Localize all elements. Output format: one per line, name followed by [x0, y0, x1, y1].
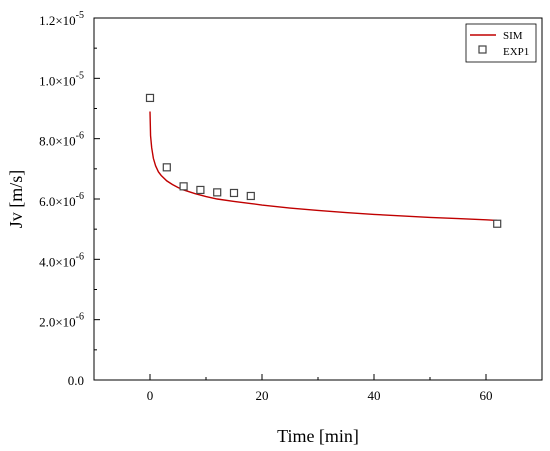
series-layer: [145, 93, 502, 228]
y-tick-label: 6.0×10-6: [39, 191, 84, 209]
sim-curve: [149, 111, 498, 222]
exp1-point: [213, 188, 222, 197]
legend-exp1-label: EXP1: [503, 46, 529, 58]
legend-sim-label: SIM: [503, 30, 523, 42]
x-axis: 0 20 40 60: [93, 374, 543, 403]
y-tick-label: 0.0: [68, 373, 84, 388]
y-axis: 0.0 2.0×10-6 4.0×10-6 6.0×10-6 8.0×10-6 1.0×1…: [39, 10, 100, 388]
legend: SIM EXP1: [465, 23, 537, 63]
legend-box: [465, 23, 537, 63]
x-tick-label: 20: [256, 388, 269, 403]
exp1-point: [162, 163, 171, 172]
exp1-point: [229, 188, 239, 198]
y-tick-label: 8.0×10-6: [39, 131, 84, 149]
exp1-point: [179, 182, 188, 191]
x-axis-title: Time [min]: [277, 426, 359, 446]
exp1-point: [246, 191, 255, 201]
y-tick-label: 1.2×10-5: [39, 10, 84, 28]
y-tick-label: 2.0×10-6: [39, 312, 84, 330]
plot-area-frame: [93, 17, 543, 381]
y-axis-title: Jv [m/s]: [6, 170, 26, 229]
x-tick-label: 0: [147, 388, 154, 403]
exp1-point: [196, 185, 205, 195]
legend-exp1-marker: [478, 45, 487, 54]
exp1-point: [493, 219, 502, 228]
y-tick-label: 1.0×10-5: [39, 70, 84, 88]
x-tick-label: 40: [368, 388, 381, 403]
x-tick-label: 60: [480, 388, 493, 403]
exp1-point: [145, 93, 155, 103]
y-tick-label: 4.0×10-6: [39, 251, 84, 269]
